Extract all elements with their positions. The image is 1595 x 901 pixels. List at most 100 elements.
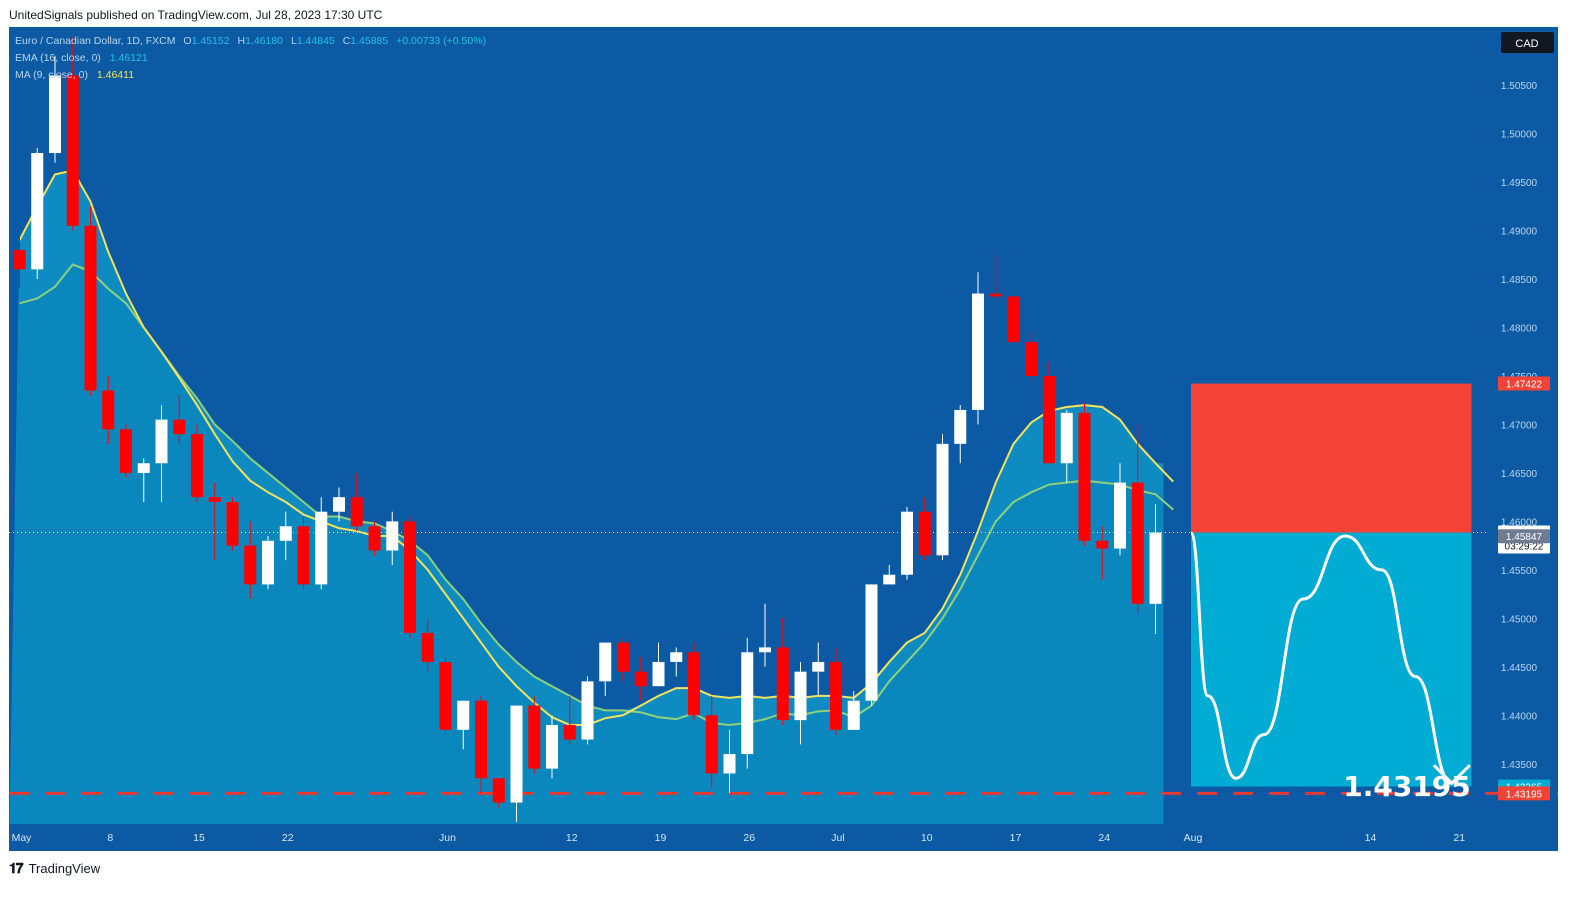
y-axis-tick-label: 1.49000 [1501, 227, 1538, 238]
candle-body [883, 574, 896, 585]
chart-area[interactable]: 1.50500 1.50000 1.49500 1.49000 1.48500 1.480… [9, 27, 1558, 851]
candle-body [972, 293, 984, 410]
candle-body [475, 700, 487, 779]
take-profit-zone [1191, 532, 1472, 787]
price-label-tag [1498, 529, 1550, 544]
y-axis-tick-label: 1.48500 [1501, 275, 1538, 286]
candlestick-chart[interactable]: 1.50500 1.50000 1.49500 1.49000 1.48500 1.480… [9, 27, 1558, 851]
currency-badge[interactable]: CAD [1501, 32, 1554, 53]
candle-body [404, 521, 416, 633]
change-value: +0.00733 (+0.50%) [396, 35, 486, 47]
projection-curve [1189, 531, 1453, 785]
currency-label: CAD [1515, 38, 1538, 50]
ma-legend-value: 1.46411 [97, 69, 134, 81]
candle-body [492, 778, 505, 803]
candle-body [333, 497, 345, 512]
ema-band-area [9, 264, 1164, 825]
candle-body [421, 632, 434, 662]
close-label: C [343, 35, 351, 47]
candle-body [1096, 540, 1109, 549]
x-axis-tick-label: 21 [1453, 832, 1465, 844]
candle-body [191, 434, 203, 498]
candle-body [155, 419, 168, 464]
candle-body [208, 497, 221, 503]
x-axis-tick-label: Aug [1184, 832, 1203, 844]
x-axis-tick-label: 8 [107, 832, 113, 844]
candle-body [847, 700, 860, 730]
candle-body [705, 715, 718, 774]
y-axis-tick-label: 1.50500 [1501, 81, 1538, 92]
tradingview-footer[interactable]: 𝟏𝟕 TradingView [9, 860, 100, 877]
candle-body [794, 671, 807, 721]
ma-legend-label: MA (9, close, 0) [15, 69, 88, 81]
x-axis-tick-label: May [12, 832, 33, 844]
candle-body [368, 526, 381, 551]
candle-body [918, 511, 931, 556]
candle-body [226, 502, 239, 546]
candle-body [954, 409, 967, 444]
candle-body [812, 661, 825, 672]
x-axis-tick-label: 26 [743, 832, 755, 844]
symbol-name: Euro / Canadian Dollar, 1D, FXCM [15, 35, 175, 47]
price-label-tag [1498, 376, 1550, 391]
ma-legend: MA (9, close, 0) 1.46411 [15, 69, 134, 81]
candle-body [297, 526, 310, 585]
stop-loss-zone [1191, 383, 1472, 533]
y-axis-tick-label: 1.47000 [1501, 420, 1538, 431]
y-axis-tick-label: 1.48000 [1501, 324, 1538, 335]
x-axis-tick-label: Jul [831, 832, 844, 844]
candle-body [350, 497, 363, 527]
tradingview-brand: TradingView [28, 861, 101, 876]
candle-body [1131, 482, 1144, 604]
low-label: L [291, 35, 297, 47]
candle-body [1007, 296, 1020, 343]
candle-body [439, 661, 452, 730]
candle-body [244, 545, 257, 585]
candle-body [830, 661, 842, 730]
x-axis-tick-label: 24 [1098, 832, 1110, 844]
candle-body [1043, 375, 1055, 464]
ema-16-line [19, 263, 1174, 726]
price-label-text: 1.45847 [1506, 532, 1543, 543]
candle-body [457, 700, 470, 730]
x-axis-tick-label: 12 [566, 832, 578, 844]
price-label-text: 1.43195 [1506, 789, 1543, 800]
ema-legend: EMA (16, close, 0) 1.46121 [15, 52, 148, 64]
x-axis-tick-label: Jun [439, 832, 456, 844]
y-axis-tick-label: 1.49500 [1501, 178, 1538, 189]
candle-body [634, 671, 647, 687]
candle-body [1078, 412, 1091, 541]
y-axis-tick-label: 1.45000 [1501, 614, 1538, 625]
candle-body [173, 419, 186, 435]
price-label-tag [1498, 786, 1550, 801]
candle-body [723, 754, 736, 774]
open-value: 1.45152 [192, 35, 230, 47]
x-axis-tick-label: 15 [193, 832, 205, 844]
candle-body [13, 249, 26, 270]
y-axis-tick-label: 1.46000 [1501, 517, 1538, 528]
candle-body [262, 540, 274, 585]
candle-body [936, 443, 949, 556]
candle-body [652, 661, 665, 687]
high-label: H [237, 35, 245, 47]
y-axis-tick-label: 1.44500 [1501, 663, 1538, 674]
x-axis-tick-label: 19 [655, 832, 667, 844]
candle-body [865, 584, 878, 701]
candle-body [120, 429, 132, 473]
y-axis-tick-label: 1.46500 [1501, 469, 1538, 480]
candle-body [510, 705, 523, 803]
low-value: 1.44845 [297, 35, 335, 47]
tradingview-logo-icon: 𝟏𝟕 [9, 860, 24, 876]
candle-body [315, 511, 328, 585]
candle-body [617, 642, 629, 672]
x-axis-tick-label: 22 [282, 832, 294, 844]
candle-body [66, 75, 79, 226]
candle-body [137, 463, 150, 473]
symbol-line: Euro / Canadian Dollar, 1D, FXCM O1.4515… [15, 35, 486, 47]
y-axis-tick-label: 1.44000 [1501, 711, 1538, 722]
ema-legend-value: 1.46121 [110, 52, 148, 64]
candle-body [84, 225, 97, 391]
candle-body [1149, 532, 1162, 604]
open-label: O [183, 35, 191, 47]
candle-body [688, 652, 700, 716]
